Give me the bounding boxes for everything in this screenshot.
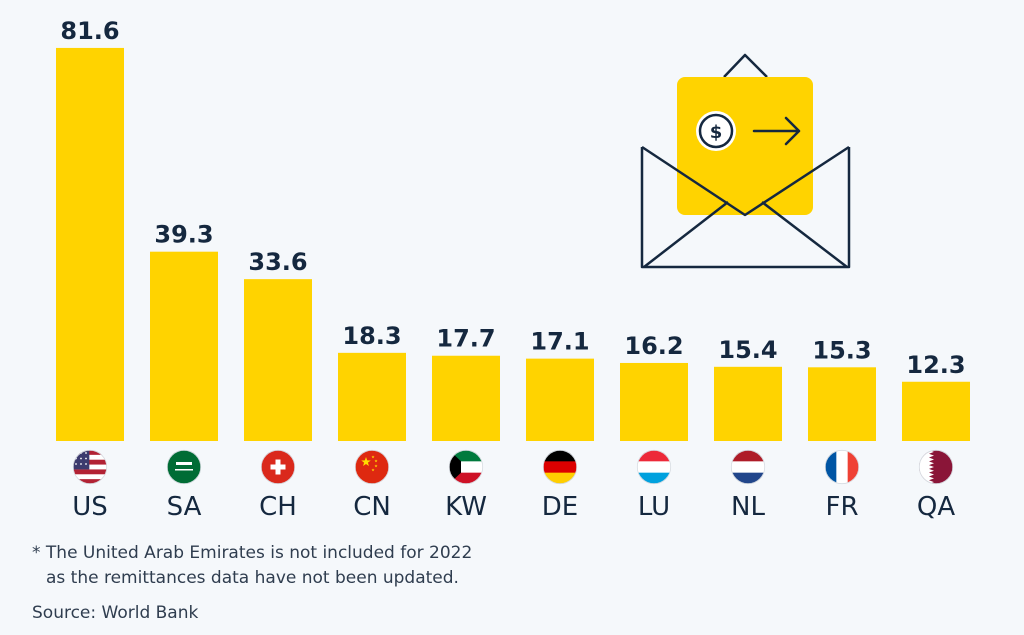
lu-flag-icon [636, 449, 672, 485]
value-label-us: 81.6 [60, 17, 119, 45]
bar-ch [244, 279, 312, 441]
category-label-de: DE [542, 492, 578, 522]
bar-qa [902, 381, 970, 441]
value-label-kw: 17.7 [436, 325, 495, 353]
category-label-fr: FR [825, 492, 858, 522]
source-note: Source: World Bank [32, 603, 199, 623]
fr-flag-icon [824, 449, 860, 485]
category-label-us: US [72, 492, 108, 522]
category-label-cn: CN [353, 492, 391, 522]
category-label-ch: CH [259, 492, 297, 522]
sa-flag-icon [166, 449, 202, 485]
value-label-cn: 18.3 [342, 322, 401, 350]
bar-lu [620, 362, 688, 441]
us-flag-icon [72, 449, 108, 485]
qa-flag-icon [918, 449, 954, 485]
bar-us [56, 47, 124, 442]
de-flag-icon [542, 449, 578, 485]
category-label-kw: KW [445, 492, 487, 522]
category-label-qa: QA [917, 492, 955, 522]
bar-kw [432, 355, 500, 441]
bar-fr [808, 367, 876, 441]
category-label-lu: LU [638, 492, 670, 522]
category-label-sa: SA [167, 492, 202, 522]
bar-cn [338, 352, 406, 441]
bar-nl [714, 366, 782, 441]
bar-de [526, 358, 594, 441]
value-label-de: 17.1 [530, 328, 589, 356]
value-label-ch: 33.6 [248, 248, 307, 276]
dollar-symbol: $ [710, 122, 723, 143]
footnote-line-1: * The United Arab Emirates is not includ… [32, 543, 473, 563]
footnote-line-2: as the remittances data have not been up… [46, 568, 459, 588]
footnote: * The United Arab Emirates is not includ… [32, 541, 632, 591]
bar-sa [150, 251, 218, 441]
kw-flag-icon [448, 449, 484, 485]
value-label-sa: 39.3 [154, 221, 213, 249]
cn-flag-icon [354, 449, 390, 485]
nl-flag-icon [730, 449, 766, 485]
category-label-nl: NL [731, 492, 765, 522]
envelope-money-icon: $ [640, 53, 851, 269]
ch-flag-icon [260, 449, 296, 485]
value-label-fr: 15.3 [812, 336, 871, 364]
value-label-nl: 15.4 [718, 336, 777, 364]
value-label-qa: 12.3 [906, 351, 965, 379]
value-label-lu: 16.2 [624, 332, 683, 360]
